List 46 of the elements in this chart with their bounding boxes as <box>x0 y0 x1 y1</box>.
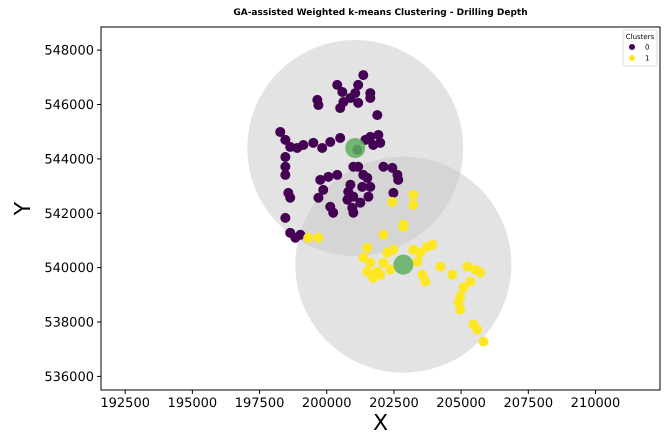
point <box>420 276 430 287</box>
point <box>393 254 414 275</box>
y-tick-label: 540000 <box>44 261 94 276</box>
point <box>447 270 458 280</box>
point <box>313 232 324 243</box>
point <box>427 240 438 250</box>
point <box>462 262 472 272</box>
point <box>388 244 398 255</box>
x-tick-label: 210000 <box>570 396 620 411</box>
point <box>385 264 396 275</box>
point <box>465 276 476 287</box>
point <box>387 196 398 207</box>
point <box>475 268 486 278</box>
y-tick-label: 542000 <box>44 206 94 222</box>
chart-title: GA-assisted Weighted k-means Clustering - Drilling Depth <box>233 8 528 18</box>
y-tick-label: 546000 <box>44 98 94 114</box>
y-tick-label: 538000 <box>44 316 94 331</box>
point <box>415 248 426 258</box>
point <box>472 324 482 335</box>
x-tick-label: 192500 <box>100 396 150 411</box>
x-tick-label: 202500 <box>369 396 419 411</box>
x-tick-label: 197500 <box>234 396 284 411</box>
point <box>408 200 418 210</box>
point <box>365 258 376 268</box>
y-axis-title: Y <box>11 201 36 216</box>
point <box>378 230 388 240</box>
point <box>455 304 466 315</box>
x-tick-label: 195000 <box>168 396 218 411</box>
point <box>362 266 372 277</box>
point <box>378 258 388 268</box>
x-tick-label: 207500 <box>503 396 554 411</box>
point <box>362 242 372 253</box>
point <box>358 252 368 263</box>
point <box>458 282 468 292</box>
y-tick-label: 536000 <box>44 370 94 385</box>
x-axis-title: X <box>372 411 388 433</box>
point <box>412 256 422 267</box>
point <box>478 336 488 347</box>
point <box>303 232 314 243</box>
point <box>408 190 418 200</box>
point <box>435 262 446 272</box>
point <box>345 138 366 158</box>
x-tick-label: 205000 <box>436 396 486 411</box>
y-tick-label: 548000 <box>44 44 94 59</box>
y-tick-label: 544000 <box>44 152 94 168</box>
x-tick-label: 200000 <box>302 396 352 411</box>
